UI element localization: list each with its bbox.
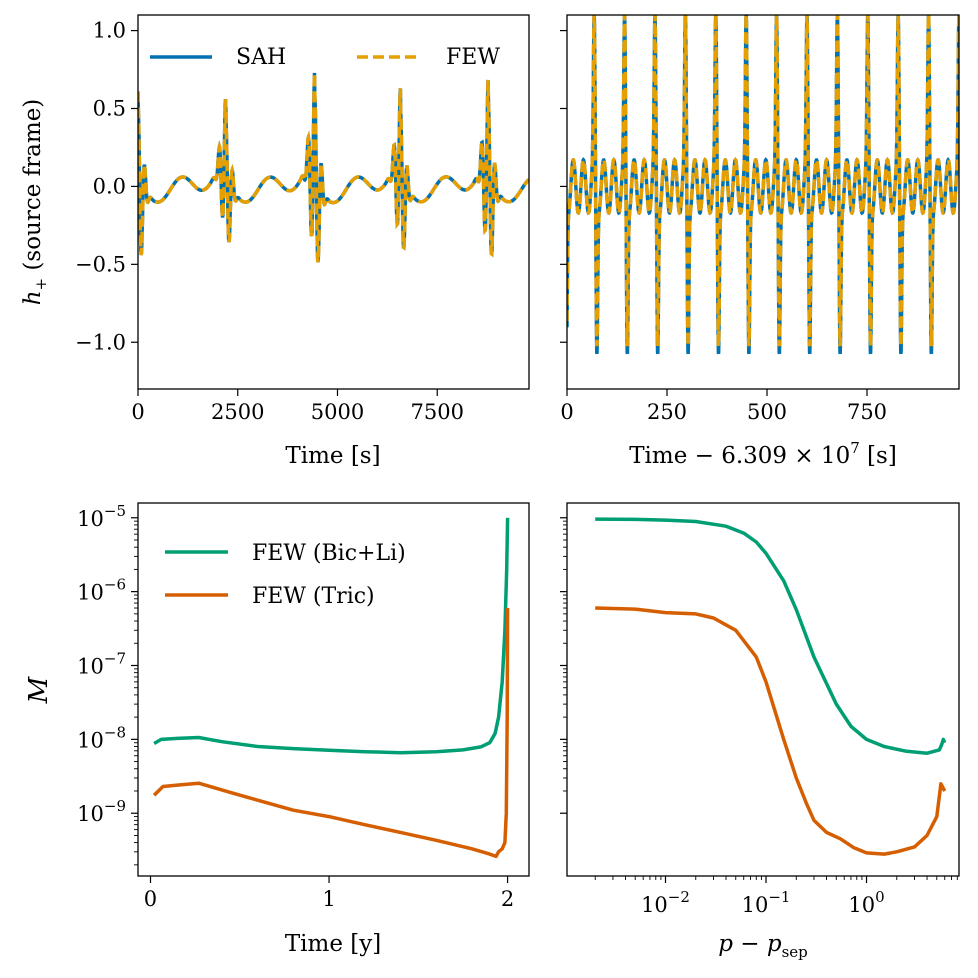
- ticks: 0 1 2 10−5 10−6 10−7 10−8 10−9: [77, 502, 514, 911]
- x-tick-label: 2500: [211, 400, 264, 424]
- x-tick-label: 10−2: [641, 888, 690, 917]
- x-tick-label: 10−1: [742, 888, 791, 917]
- x-tick-label: 5000: [311, 400, 364, 424]
- y-tick-label: 0.0: [93, 174, 126, 198]
- legend-sah-label: SAH: [236, 45, 286, 70]
- series-layer: [595, 517, 947, 856]
- y-tick-label: 10−7: [77, 649, 126, 678]
- x-tick-label: 250: [647, 400, 687, 424]
- y-tick-label: 10−8: [77, 723, 126, 752]
- series-few-bic-li-: [153, 517, 510, 755]
- ticks: 10−2 10−1 100: [560, 517, 958, 917]
- y-tick-label: 10−9: [77, 797, 126, 826]
- series-layer: [567, 15, 959, 355]
- x-axis-label-rest: [s]: [860, 443, 897, 469]
- y-tick-label: 10−6: [77, 576, 126, 605]
- y-axis-label: h+ (source frame): [20, 99, 50, 306]
- series-few: [138, 72, 529, 263]
- axes-frame: [566, 14, 960, 390]
- y-tick-label: −0.5: [75, 252, 126, 276]
- series-few-bic-li-: [595, 517, 947, 755]
- y-axis-label-h: h: [20, 290, 46, 305]
- x-tick-label: 7500: [411, 400, 464, 424]
- x-tick-label: 2: [501, 887, 514, 911]
- x-axis-label-sub: sep: [782, 943, 808, 961]
- axes-frame: [137, 14, 530, 390]
- series-layer: [138, 72, 529, 263]
- y-tick-label: 0.5: [93, 97, 126, 121]
- x-tick-label: 500: [747, 400, 787, 424]
- x-tick-label: 0: [131, 400, 144, 424]
- panel-bottom-right: 10−2 10−1 100 p − psep: [560, 502, 960, 961]
- legend-bicli-label: FEW (Bic+Li): [252, 541, 406, 566]
- x-tick-label: 100: [848, 888, 884, 917]
- legend: SAH FEW: [150, 45, 500, 70]
- y-axis-label-sub: +: [32, 278, 50, 291]
- axes-frame: [137, 502, 530, 877]
- legend-tric-label: FEW (Tric): [252, 584, 375, 609]
- y-axis-label: M: [24, 675, 54, 704]
- x-axis-label: Time [y]: [285, 931, 381, 957]
- series-layer: [152, 517, 510, 859]
- x-tick-label: 0: [144, 887, 157, 911]
- axes-frame: [566, 502, 960, 877]
- series-few-tric-: [595, 606, 947, 856]
- series-few-tric-: [152, 607, 510, 859]
- panel-bottom-left: 0 1 2 10−5 10−6 10−7 10−8 10−9 FEW (Bic+Li) FEW…: [24, 502, 530, 957]
- ticks: 0 250 500 750: [560, 29, 887, 424]
- x-axis-label: Time − 6.309 × 107 [s]: [629, 439, 897, 469]
- panel-top-right: 0 250 500 750 Time − 6.309 × 107 [s]: [560, 14, 960, 469]
- legend: FEW (Bic+Li) FEW (Tric): [165, 541, 406, 609]
- y-tick-label: −1.0: [75, 330, 126, 354]
- x-axis-label: Time [s]: [285, 443, 380, 469]
- ticks: 0 2500 5000 7500 1.0 0.5 0.0 −0.5 −1.0: [75, 19, 464, 424]
- y-axis-label-rest: (source frame): [20, 99, 46, 278]
- x-tick-label: 0: [560, 400, 573, 424]
- x-axis-label-p: p − p: [718, 931, 782, 957]
- y-tick-label: 1.0: [93, 19, 126, 43]
- legend-few-label: FEW: [446, 45, 500, 70]
- y-tick-label: 10−5: [77, 502, 126, 531]
- x-axis-label: p − psep: [718, 931, 808, 961]
- series-sah: [138, 72, 529, 263]
- x-axis-label-main: Time − 6.309 × 10: [629, 443, 850, 469]
- panel-top-left: 0 2500 5000 7500 1.0 0.5 0.0 −0.5 −1.0 SAH FEW T…: [20, 14, 530, 469]
- x-axis-label-exp: 7: [850, 439, 860, 457]
- series-few: [567, 15, 959, 347]
- x-tick-label: 750: [847, 400, 887, 424]
- x-tick-label: 1: [322, 887, 335, 911]
